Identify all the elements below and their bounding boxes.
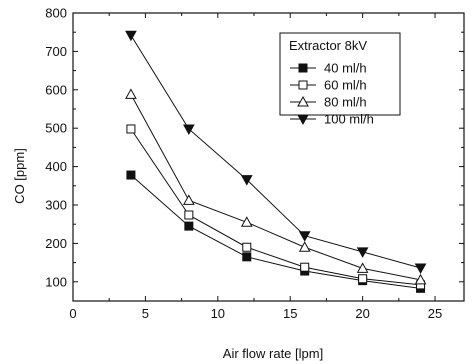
x-tick-label: 10 — [211, 306, 225, 321]
y-tick-label: 100 — [45, 274, 67, 289]
legend-entry-label: 60 ml/h — [324, 78, 367, 93]
data-point — [126, 124, 136, 134]
series-line — [130, 174, 421, 289]
data-point — [183, 194, 195, 205]
plot-area-border — [72, 12, 465, 302]
y-tick-label: 800 — [45, 6, 67, 21]
data-point — [356, 262, 369, 273]
x-tick-label: 0 — [69, 306, 76, 321]
legend-marker — [297, 114, 309, 126]
x-tick-label: 15 — [283, 306, 297, 321]
data-point — [414, 263, 427, 275]
y-tick-label: 400 — [45, 159, 67, 174]
y-axis-ticks: 100 200 300 400 500 600 700 800 — [45, 6, 464, 289]
series-line — [130, 94, 421, 281]
series-layer — [125, 30, 427, 293]
data-point — [300, 262, 310, 272]
legend-marker — [298, 80, 308, 90]
data-point — [242, 242, 252, 252]
legend: Extractor 8kV 40 ml/h 60 ml/h 80 ml/h 100 m… — [279, 32, 401, 127]
series-line — [130, 128, 421, 286]
y-tick-label: 600 — [45, 82, 67, 97]
data-point — [356, 247, 369, 258]
plot-frame — [72, 12, 465, 302]
x-tick-label: 20 — [355, 306, 369, 321]
series-line — [130, 35, 421, 269]
data-point — [126, 170, 136, 180]
x-axis-ticks: 0 5 10 15 20 25 — [69, 13, 442, 321]
x-axis-title: Air flow rate [lpm] — [223, 346, 323, 361]
y-tick-label: 500 — [45, 121, 67, 136]
x-tick-label: 5 — [142, 306, 149, 321]
data-point — [125, 30, 137, 42]
x-tick-label: 25 — [428, 306, 442, 321]
series-60-ml-h — [126, 124, 426, 290]
y-axis-title: CO [ppm] — [12, 148, 27, 204]
data-point — [183, 124, 195, 135]
data-point — [242, 252, 252, 262]
legend-entry-label: 100 ml/h — [324, 112, 374, 127]
data-point — [298, 241, 311, 252]
data-point — [414, 273, 427, 285]
data-point — [184, 221, 194, 231]
data-point — [184, 210, 194, 220]
data-point — [358, 274, 368, 284]
data-point — [240, 175, 253, 186]
legend-title: Extractor 8kV — [289, 38, 367, 53]
legend-marker — [297, 95, 309, 107]
data-point — [240, 216, 253, 227]
y-tick-label: 700 — [45, 44, 67, 59]
series-100-ml-h — [125, 30, 427, 275]
y-tick-label: 200 — [45, 236, 67, 251]
data-point — [125, 88, 137, 99]
legend-entry-label: 40 ml/h — [324, 61, 367, 76]
legend-entry-label: 80 ml/h — [324, 95, 367, 110]
series-80-ml-h — [125, 88, 427, 285]
legend-marker — [298, 63, 308, 73]
y-tick-label: 300 — [45, 198, 67, 213]
legend-box — [279, 32, 401, 116]
data-point — [298, 231, 311, 242]
